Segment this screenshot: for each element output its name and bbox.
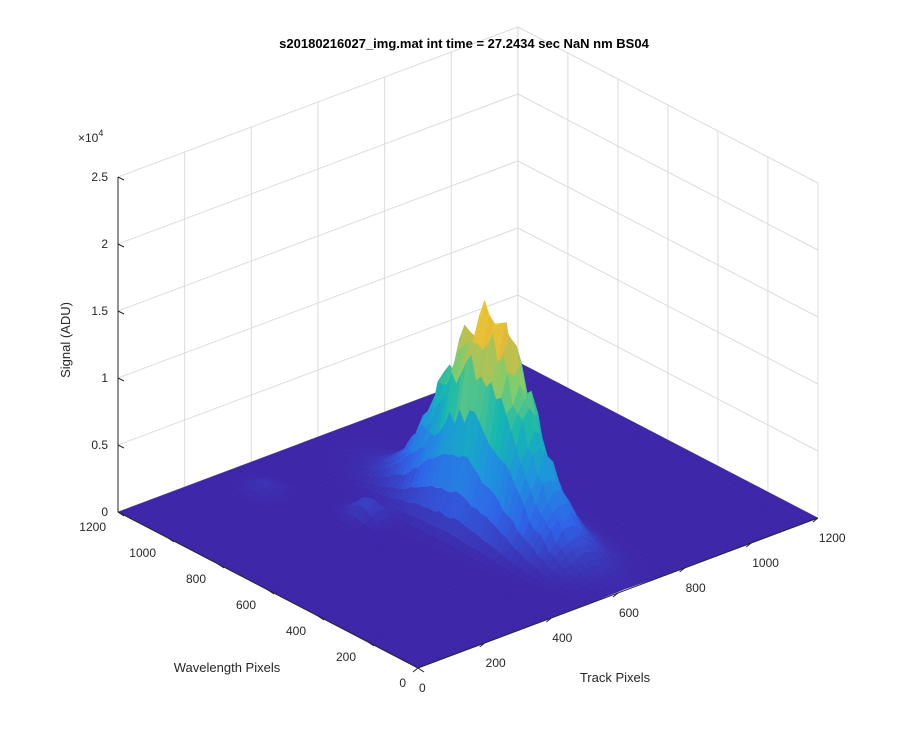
y-tick-label: 800 (186, 572, 206, 586)
x-tick-label: 200 (486, 656, 506, 670)
y-tick-mark (317, 615, 325, 621)
axis-ticks: 0200400600800100012000200400600800100012… (79, 170, 846, 695)
z-multiplier-exponent: 4 (98, 128, 103, 138)
gridline-z-backx (117, 26, 519, 178)
gridline-z-backy (517, 26, 819, 184)
gridline-z-backx (117, 227, 519, 379)
z-tick-label: 2.5 (91, 170, 108, 184)
y-tick-label: 0 (399, 676, 406, 690)
y-tick-mark (167, 537, 175, 543)
x-tick-mark (812, 517, 819, 523)
signal-surface (117, 299, 819, 669)
z-tick-label: 1.5 (91, 304, 108, 318)
x-tick-label: 0 (419, 681, 426, 695)
z-axis-label: Signal (ADU) (58, 302, 73, 378)
y-axis-label: Wavelength Pixels (174, 660, 281, 675)
x-tick-label: 800 (686, 581, 706, 595)
z-tick-mark (117, 444, 125, 449)
x-tick-mark (745, 542, 752, 548)
x-tick-label: 1200 (819, 531, 846, 545)
x-tick-mark (679, 567, 685, 573)
y-tick-mark (267, 589, 275, 595)
z-tick-label: 1 (101, 371, 108, 385)
z-multiplier-base: ×10 (78, 131, 99, 145)
z-tick-mark (117, 176, 125, 181)
x-tick-label: 1000 (752, 556, 779, 570)
z-tick-label: 0.5 (91, 438, 108, 452)
gridline-z-backy (517, 93, 819, 251)
y-tick-label: 400 (286, 624, 306, 638)
y-tick-label: 1200 (79, 520, 106, 534)
gridline-z-backy (517, 294, 819, 452)
y-tick-label: 1000 (129, 546, 156, 560)
z-tick-label: 0 (101, 505, 108, 519)
x-tick-label: 400 (552, 631, 572, 645)
x-tick-mark (545, 617, 552, 623)
y-tick-label: 200 (336, 650, 356, 664)
x-axis-label: Track Pixels (580, 670, 651, 685)
y-tick-mark (417, 667, 425, 673)
z-tick-mark (117, 377, 125, 382)
y-tick-label: 600 (236, 598, 256, 612)
x-tick-mark (612, 592, 619, 598)
z-axis-multiplier: ×104 (78, 128, 103, 145)
z-tick-mark (117, 310, 125, 315)
chart-title: s20180216027_img.mat int time = 27.2434 … (279, 36, 649, 51)
x-tick-mark (412, 667, 419, 673)
z-tick-mark (117, 243, 125, 248)
x-tick-label: 600 (619, 606, 639, 620)
gridline-z-backy (517, 160, 819, 318)
y-tick-mark (217, 563, 225, 569)
x-tick-mark (479, 642, 485, 648)
z-tick-label: 2 (101, 237, 108, 251)
gridline-z-backx (117, 160, 519, 312)
gridline-z-backx (117, 294, 519, 446)
gridline-z-backx (117, 93, 519, 245)
y-tick-mark (367, 641, 375, 647)
z-tick-mark (117, 511, 125, 516)
gridline-z-backy (517, 227, 819, 385)
